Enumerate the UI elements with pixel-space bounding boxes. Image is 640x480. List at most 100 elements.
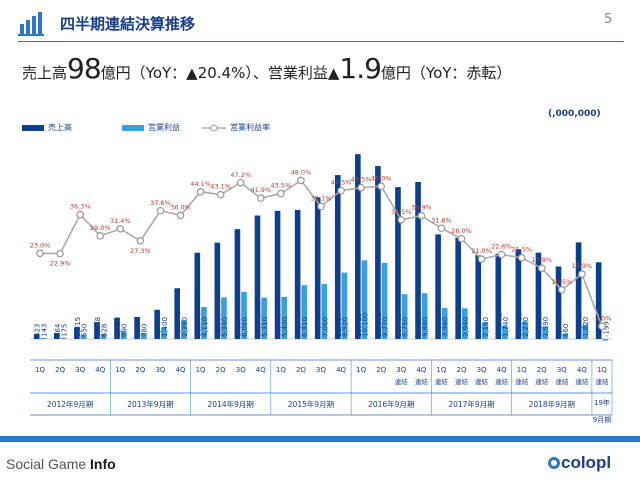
- footer-brand-bold: Info: [90, 456, 116, 472]
- op-value-label: 4,110: [201, 317, 209, 337]
- margin-value-label: 27.3%: [130, 247, 151, 255]
- margin-point: [96, 232, 105, 240]
- header-divider: [18, 41, 624, 42]
- quarter-label: 1Q: [436, 366, 446, 374]
- margin-point: [477, 255, 486, 263]
- op-bar: [80, 334, 87, 339]
- sales-bar: [455, 237, 461, 339]
- margin-value-label: 43.5%: [271, 182, 292, 190]
- op-value-label: 1,590: [542, 317, 550, 337]
- margin-point: [317, 202, 325, 211]
- sales-value-label: 2,730: [114, 317, 122, 337]
- sales-value-label: 16,561: [295, 313, 303, 338]
- margin-point: [196, 187, 205, 196]
- margin-point: [297, 176, 305, 185]
- sales-bar: [33, 334, 40, 339]
- margin-value-label: 48.0%: [291, 168, 312, 176]
- op-value-label: 10,100: [361, 313, 369, 338]
- margin-point: [277, 189, 285, 198]
- margin-value-label: 23.0%: [30, 241, 51, 249]
- sales-value-label: 18,176: [315, 312, 323, 337]
- sales-bar: [234, 229, 241, 339]
- margin-point: [56, 249, 64, 258]
- page-number: 5: [604, 12, 613, 27]
- margin-value-label: 28.0%: [451, 227, 472, 235]
- bar-chart-icon: [18, 12, 44, 36]
- summary-sales-value: 98: [67, 52, 102, 85]
- margin-value-label: 21.5%: [511, 246, 532, 254]
- op-bar: [441, 307, 448, 339]
- op-bar: [60, 337, 67, 339]
- margin-value-label: 22.9%: [50, 260, 71, 268]
- margin-value-label: 41.9%: [250, 186, 271, 194]
- margin-point: [437, 224, 446, 233]
- summary-part-2: 億円（YoY：▲20.4%）、営業利益▲: [100, 64, 340, 82]
- margin-point: [216, 190, 225, 199]
- consolidated-label: 連結: [535, 377, 549, 386]
- op-value-label: 1,820: [582, 317, 590, 337]
- quarter-label: 2Q: [296, 366, 306, 374]
- summary-part-1: 売上高: [22, 64, 68, 82]
- quarter-label: 2Q: [216, 366, 226, 374]
- op-bar: [562, 333, 568, 339]
- sales-value-label: 20,150: [415, 313, 423, 338]
- margin-value-label: 17.9%: [531, 256, 552, 264]
- margin-point: [417, 211, 426, 220]
- legend-margin-swatch: [202, 123, 226, 132]
- op-bar: [261, 297, 267, 339]
- op-value-label: 660: [562, 324, 570, 337]
- quarter-label: 1Q: [597, 366, 607, 374]
- legend-op-label: 営業利益: [148, 123, 180, 132]
- sales-value-label: 764: [54, 323, 62, 337]
- quarter-label: 3Q: [316, 366, 326, 374]
- sales-bar: [53, 333, 60, 339]
- op-value-label: 2,380: [181, 317, 189, 337]
- consolidated-label: 連結: [435, 377, 449, 386]
- fiscal-year-label: 2015年9月期: [288, 399, 334, 409]
- margin-value-label: 15.9%: [572, 262, 593, 270]
- consolidated-label: 連結: [595, 377, 609, 386]
- margin-point: [457, 234, 466, 243]
- margin-point: [598, 322, 606, 331]
- sales-bar: [94, 322, 100, 339]
- company-name: colopl: [561, 453, 612, 472]
- margin-point: [377, 182, 386, 191]
- consolidated-label: 連結: [515, 377, 529, 386]
- sales-value-label: 11,084: [535, 312, 543, 337]
- op-bar: [502, 325, 508, 339]
- op-bar: [482, 322, 488, 339]
- legend-sales-label: 売上高: [48, 123, 72, 132]
- quarter-label: 4Q: [95, 366, 105, 374]
- op-value-label: 990: [121, 324, 129, 337]
- op-bar: [281, 296, 287, 339]
- quarter-label: 4Q: [336, 366, 346, 374]
- consolidated-label: 連結: [575, 377, 589, 386]
- consolidated-label: 連結: [415, 377, 429, 386]
- sales-bar: [274, 210, 281, 339]
- op-value-label: 175: [60, 324, 68, 337]
- margin-point: [76, 210, 84, 219]
- op-bar: [421, 293, 428, 339]
- unit-label: (,000,000): [548, 109, 601, 119]
- op-bar: [341, 272, 348, 339]
- op-bar: [221, 297, 227, 339]
- sales-value-label: 2,168: [94, 317, 102, 337]
- op-value-label: 6,060: [241, 317, 249, 337]
- op-value-label: 780: [141, 324, 149, 337]
- consolidated-label: 連結: [555, 377, 569, 386]
- sales-value-label: 10,931: [495, 313, 503, 338]
- quarter-label: 2Q: [376, 366, 386, 374]
- footer-brand-light: Social Game: [6, 456, 91, 472]
- op-bar: [401, 294, 408, 339]
- op-value-label: 550: [80, 324, 88, 337]
- op-value-label: 5,400: [281, 317, 289, 337]
- fiscal-year-label: 2017年9月期: [448, 399, 494, 409]
- op-bar: [461, 308, 468, 339]
- consolidated-label: 連結: [455, 377, 469, 386]
- quarter-label: 4Q: [256, 366, 266, 374]
- op-bar: [321, 283, 328, 339]
- margin-value-label: 22.6%: [491, 243, 512, 251]
- footer-band: [0, 436, 640, 442]
- quarter-label: 4Q: [416, 366, 426, 374]
